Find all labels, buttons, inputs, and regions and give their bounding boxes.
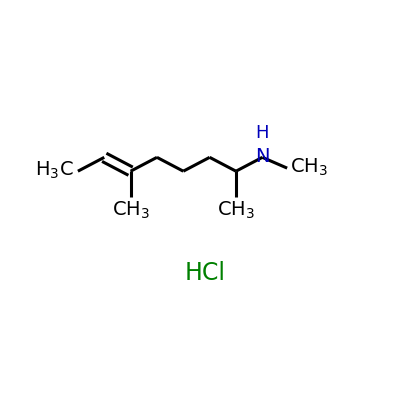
Text: H$_3$C: H$_3$C [34, 160, 73, 181]
Text: HCl: HCl [184, 261, 226, 285]
Text: H: H [256, 124, 269, 142]
Text: N: N [255, 147, 270, 166]
Text: CH$_3$: CH$_3$ [290, 157, 328, 178]
Text: CH$_3$: CH$_3$ [112, 200, 150, 221]
Text: CH$_3$: CH$_3$ [217, 200, 255, 221]
